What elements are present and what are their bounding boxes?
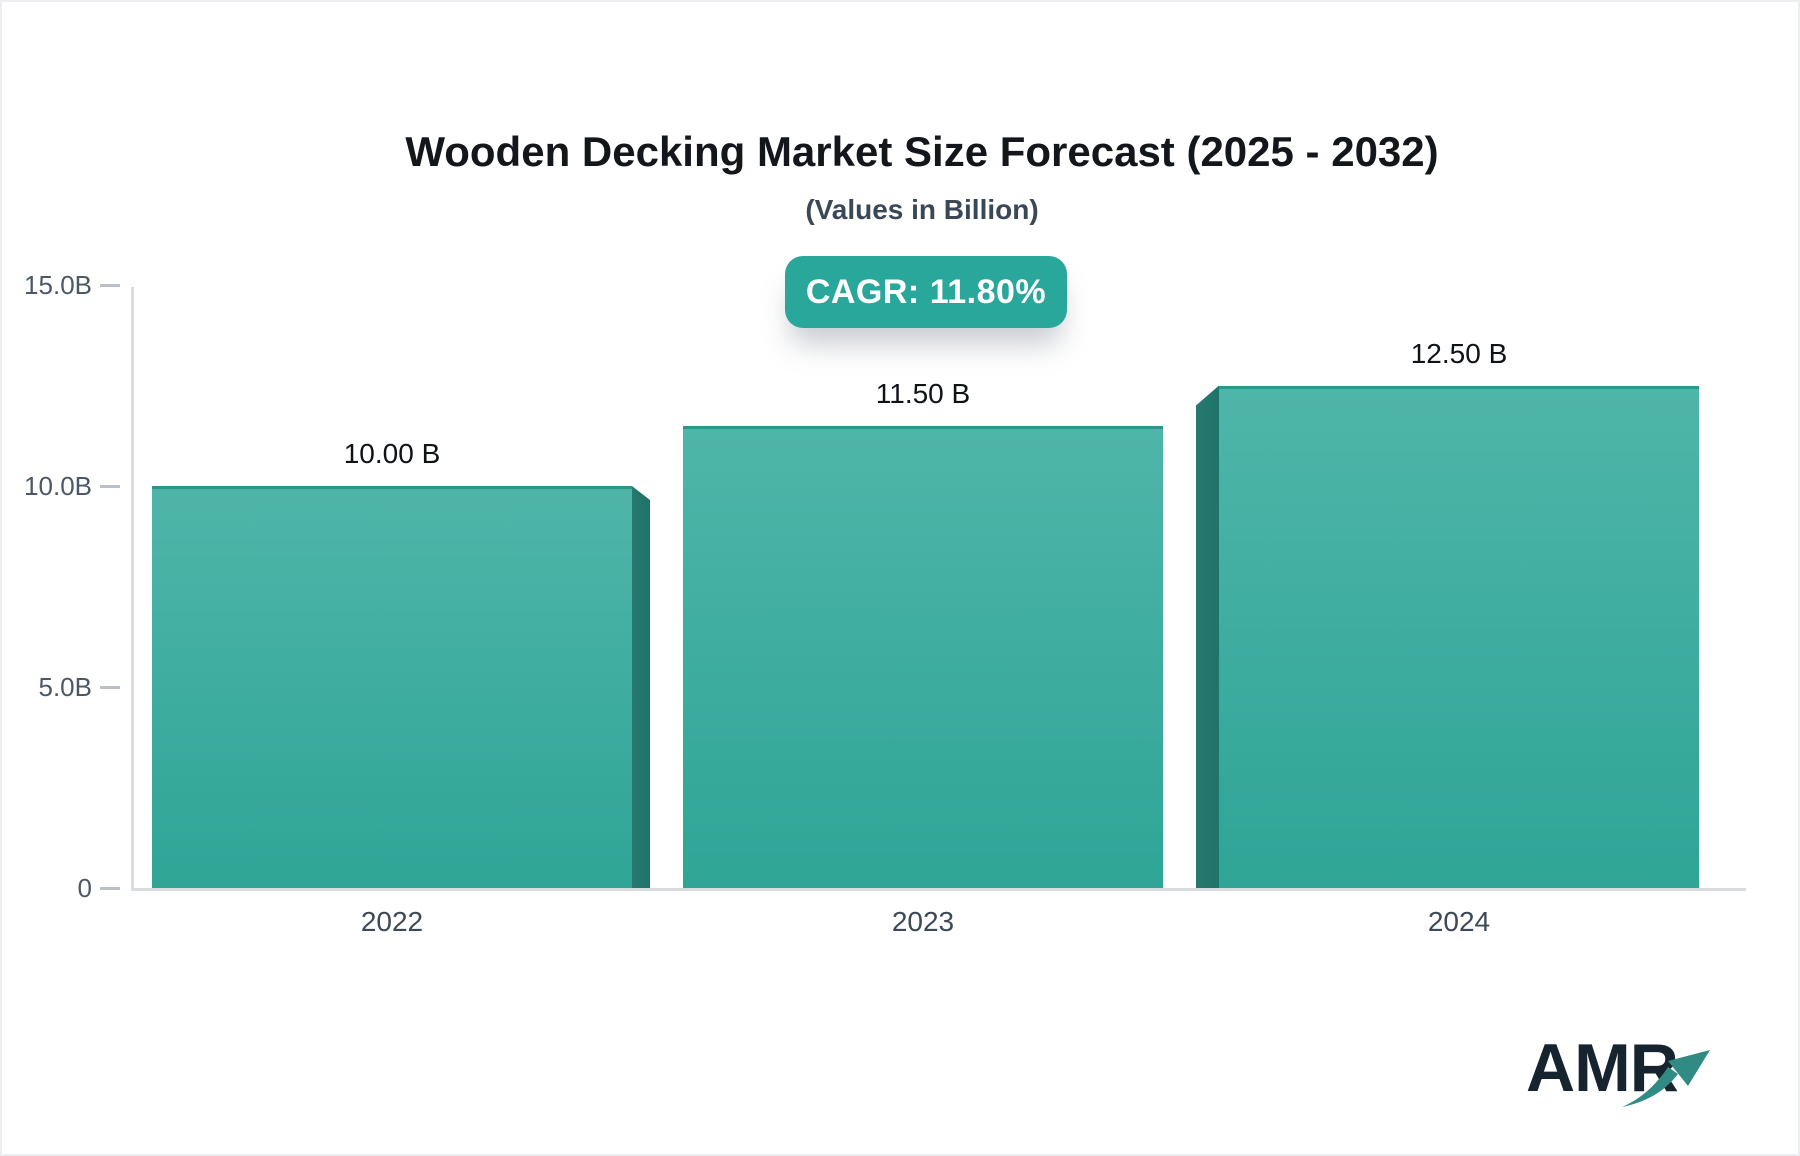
x-axis-line	[131, 888, 1746, 891]
bar-2024-side-face	[1196, 385, 1219, 888]
chart-subtitle: (Values in Billion)	[805, 194, 1039, 225]
cagr-badge-label: CAGR: 11.80%	[805, 272, 1047, 311]
y-tick-label: 0	[77, 873, 92, 903]
bar-value-label: 11.50 B	[875, 377, 971, 409]
amr-logo: AMR	[1526, 1032, 1726, 1122]
y-tick-label: 15.0B	[24, 270, 92, 300]
x-tick-label: 2023	[891, 906, 955, 937]
cagr-badge: CAGR: 11.80%	[785, 256, 1067, 328]
x-tick-label: 2024	[1427, 906, 1491, 937]
bar-2022	[152, 486, 632, 888]
y-tick-mark	[100, 284, 120, 287]
bar-value-label: 12.50 B	[1410, 337, 1508, 369]
bar-2023	[683, 425, 1163, 888]
page-title: Wooden Decking Market Size Forecast (202…	[405, 128, 1439, 175]
x-tick-label: 2022	[360, 906, 424, 937]
bar-2022-side-face	[632, 486, 650, 888]
y-tick-label: 5.0B	[38, 672, 93, 702]
trend-up-arrow-icon	[1622, 1050, 1710, 1107]
bar-2024	[1219, 385, 1699, 888]
bar-value-label: 10.00 B	[343, 438, 441, 469]
y-tick-mark	[100, 686, 120, 689]
y-tick-label: 10.0B	[24, 471, 92, 501]
y-axis-line	[131, 287, 134, 889]
y-tick-mark	[100, 887, 120, 890]
y-tick-mark	[100, 485, 120, 488]
